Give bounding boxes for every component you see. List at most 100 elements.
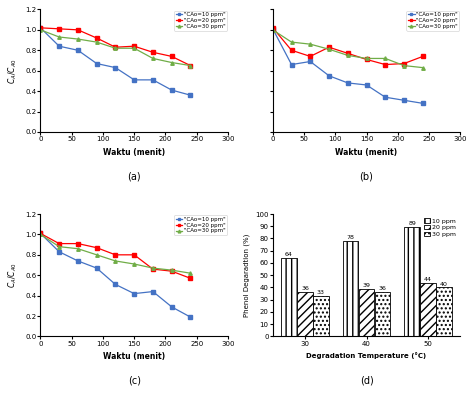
Text: 36: 36 bbox=[301, 287, 309, 291]
"CAo=30 ppm" bbox=[113, 46, 118, 51]
Bar bbox=[359, 289, 374, 336]
"CAo=20 ppm" bbox=[345, 51, 351, 56]
Line: "CAo=20 ppm": "CAo=20 ppm" bbox=[39, 26, 192, 67]
Bar bbox=[297, 293, 313, 336]
Line: "CAo=10 ppm": "CAo=10 ppm" bbox=[39, 232, 192, 319]
"CAo=30 ppm" bbox=[169, 268, 174, 273]
"CAo=20 ppm" bbox=[113, 252, 118, 257]
"CAo=30 ppm" bbox=[75, 246, 81, 251]
"CAo=10 ppm" bbox=[401, 98, 407, 103]
"CAo=30 ppm" bbox=[94, 252, 100, 257]
Bar bbox=[437, 287, 452, 336]
"CAo=30 ppm" bbox=[326, 47, 332, 52]
"CAo=20 ppm" bbox=[131, 44, 137, 49]
Text: (d): (d) bbox=[360, 376, 374, 386]
Text: 64: 64 bbox=[285, 252, 293, 257]
"CAo=20 ppm" bbox=[37, 231, 43, 236]
"CAo=20 ppm" bbox=[150, 267, 156, 271]
"CAo=30 ppm" bbox=[56, 244, 62, 249]
"CAo=10 ppm" bbox=[131, 78, 137, 82]
"CAo=30 ppm" bbox=[37, 232, 43, 237]
Text: 36: 36 bbox=[379, 287, 386, 291]
Text: 44: 44 bbox=[424, 277, 432, 282]
"CAo=10 ppm" bbox=[308, 59, 313, 64]
"CAo=10 ppm" bbox=[75, 259, 81, 263]
"CAo=20 ppm" bbox=[289, 48, 294, 53]
"CAo=10 ppm" bbox=[113, 65, 118, 70]
"CAo=10 ppm" bbox=[113, 282, 118, 287]
Legend: 10 ppm, 20 ppm, 30 ppm: 10 ppm, 20 ppm, 30 ppm bbox=[422, 217, 457, 238]
"CAo=20 ppm" bbox=[169, 269, 174, 273]
"CAo=30 ppm" bbox=[169, 60, 174, 65]
Line: "CAo=30 ppm": "CAo=30 ppm" bbox=[39, 233, 192, 275]
"CAo=20 ppm" bbox=[188, 63, 193, 68]
Legend: "CAo=10 ppm", "CAo=20 ppm", "CAo=30 ppm": "CAo=10 ppm", "CAo=20 ppm", "CAo=30 ppm" bbox=[174, 11, 227, 31]
Text: 89: 89 bbox=[408, 222, 416, 226]
"CAo=20 ppm" bbox=[131, 252, 137, 257]
"CAo=20 ppm" bbox=[401, 61, 407, 66]
"CAo=10 ppm" bbox=[56, 250, 62, 254]
Bar bbox=[404, 228, 420, 336]
Text: 33: 33 bbox=[317, 290, 325, 295]
"CAo=10 ppm" bbox=[94, 266, 100, 271]
Text: 40: 40 bbox=[440, 281, 448, 287]
"CAo=20 ppm" bbox=[169, 54, 174, 59]
"CAo=30 ppm" bbox=[113, 259, 118, 263]
"CAo=30 ppm" bbox=[150, 266, 156, 271]
"CAo=10 ppm" bbox=[56, 44, 62, 49]
"CAo=20 ppm" bbox=[150, 50, 156, 55]
"CAo=20 ppm" bbox=[56, 241, 62, 246]
"CAo=10 ppm" bbox=[169, 88, 174, 92]
"CAo=20 ppm" bbox=[383, 62, 388, 67]
"CAo=20 ppm" bbox=[270, 25, 275, 30]
Text: (b): (b) bbox=[360, 171, 374, 181]
"CAo=20 ppm" bbox=[420, 54, 426, 59]
Line: "CAo=20 ppm": "CAo=20 ppm" bbox=[271, 26, 425, 66]
X-axis label: Waktu (menit): Waktu (menit) bbox=[103, 352, 165, 361]
"CAo=20 ppm" bbox=[113, 45, 118, 50]
"CAo=30 ppm" bbox=[131, 261, 137, 266]
Text: 78: 78 bbox=[346, 235, 355, 240]
"CAo=20 ppm" bbox=[188, 276, 193, 281]
"CAo=30 ppm" bbox=[383, 56, 388, 61]
"CAo=30 ppm" bbox=[289, 40, 294, 45]
"CAo=10 ppm" bbox=[364, 83, 369, 88]
"CAo=10 ppm" bbox=[420, 101, 426, 106]
"CAo=30 ppm" bbox=[37, 27, 43, 32]
Bar bbox=[281, 258, 297, 336]
X-axis label: Waktu (menit): Waktu (menit) bbox=[336, 148, 398, 157]
"CAo=10 ppm" bbox=[75, 48, 81, 53]
"CAo=10 ppm" bbox=[150, 78, 156, 82]
Y-axis label: $C_A/C_{A0}$: $C_A/C_{A0}$ bbox=[7, 262, 19, 288]
"CAo=20 ppm" bbox=[364, 57, 369, 62]
"CAo=30 ppm" bbox=[188, 271, 193, 275]
"CAo=20 ppm" bbox=[94, 36, 100, 41]
"CAo=10 ppm" bbox=[188, 93, 193, 98]
"CAo=20 ppm" bbox=[326, 45, 332, 50]
"CAo=10 ppm" bbox=[37, 231, 43, 236]
"CAo=20 ppm" bbox=[75, 241, 81, 246]
"CAo=30 ppm" bbox=[75, 37, 81, 41]
"CAo=10 ppm" bbox=[270, 26, 275, 31]
"CAo=20 ppm" bbox=[75, 27, 81, 32]
Text: 39: 39 bbox=[363, 283, 371, 288]
"CAo=20 ppm" bbox=[37, 25, 43, 30]
X-axis label: Degradation Temperature (°C): Degradation Temperature (°C) bbox=[307, 352, 427, 359]
"CAo=10 ppm" bbox=[345, 80, 351, 85]
"CAo=30 ppm" bbox=[188, 63, 193, 68]
"CAo=10 ppm" bbox=[169, 304, 174, 309]
"CAo=20 ppm" bbox=[308, 54, 313, 59]
"CAo=30 ppm" bbox=[131, 46, 137, 51]
Y-axis label: $C_A/C_{A0}$: $C_A/C_{A0}$ bbox=[7, 58, 19, 84]
"CAo=10 ppm" bbox=[94, 61, 100, 66]
Y-axis label: Phenol Degaradtion (%): Phenol Degaradtion (%) bbox=[243, 234, 249, 317]
"CAo=20 ppm" bbox=[56, 26, 62, 31]
X-axis label: Waktu (menit): Waktu (menit) bbox=[103, 148, 165, 157]
"CAo=10 ppm" bbox=[37, 25, 43, 30]
"CAo=10 ppm" bbox=[188, 315, 193, 320]
Text: (c): (c) bbox=[128, 376, 141, 386]
Line: "CAo=20 ppm": "CAo=20 ppm" bbox=[39, 232, 192, 280]
"CAo=30 ppm" bbox=[308, 42, 313, 47]
"CAo=30 ppm" bbox=[420, 65, 426, 70]
"CAo=10 ppm" bbox=[150, 289, 156, 294]
